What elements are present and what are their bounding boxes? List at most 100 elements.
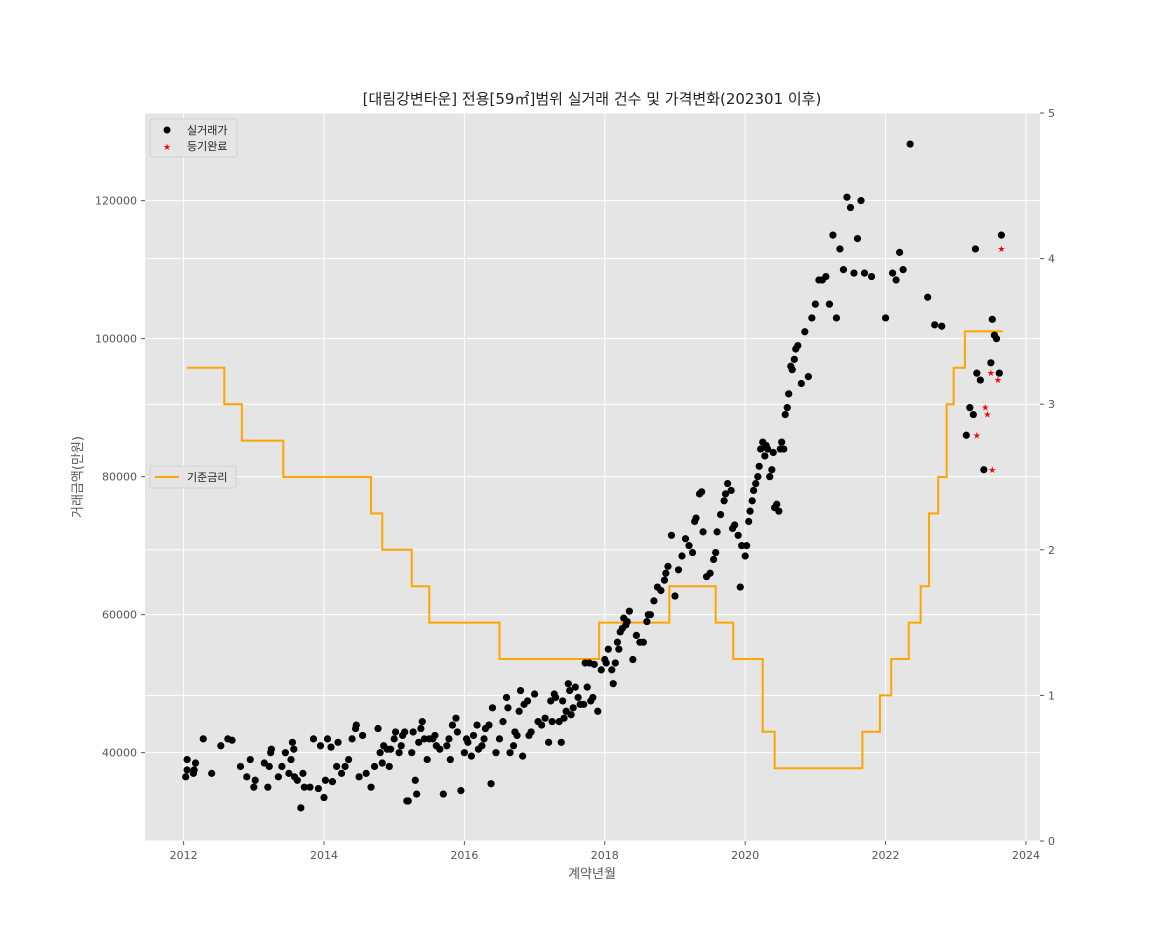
trade-point [754,473,762,481]
trade-point [896,248,904,256]
trade-point [846,203,855,212]
trade-point [692,514,700,522]
y2-tick-label: 1 [1048,689,1055,702]
trade-point [790,355,798,363]
y-tick-label: 100000 [95,333,137,346]
trade-point [557,738,565,746]
trade-point [736,583,744,591]
registered-points: ★★★★★★★ [973,245,1006,476]
trade-point [320,793,328,802]
trade-point [804,372,812,381]
registered-point: ★ [981,404,989,414]
trade-point [267,745,275,753]
trade-point [299,769,307,777]
trade-point [378,759,386,767]
trade-point [265,762,273,771]
trade-point [769,448,777,457]
trade-point [613,638,622,646]
rate-line [187,330,1003,770]
trade-point [768,466,776,474]
trade-point [448,721,457,729]
trade-point [504,704,512,712]
trade-point [297,804,305,812]
trade-point [860,269,869,277]
trade-point [788,366,796,374]
trade-point [502,693,511,702]
trade-point [344,755,353,764]
registered-point: ★ [988,466,996,476]
trade-point [632,631,640,639]
trade-point [667,531,676,539]
trade-point [457,787,465,795]
trade-point [720,497,728,505]
trade-point [662,569,670,577]
data-points [182,140,1005,812]
trade-point [671,592,679,600]
trade-point [527,728,535,736]
trade-point [352,721,360,729]
trade-point [251,776,259,784]
trade-point [867,272,876,281]
trade-point [560,714,568,722]
trade-point [625,607,633,615]
trade-point [516,686,525,695]
trade-point [808,314,816,322]
trade-point [328,778,337,786]
x-tick-label: 2014 [310,849,338,862]
trade-point [300,783,308,791]
trade-point [362,769,370,777]
trade-point [731,521,739,529]
trade-point [199,735,207,743]
trade-point [523,697,532,705]
trade-point [971,245,980,253]
trade-point [243,773,251,781]
trade-point [341,762,349,771]
trade-point [734,531,742,539]
trade-point [278,762,286,771]
registered-point: ★ [983,411,991,421]
trade-point [359,731,367,740]
trade-point [778,438,786,446]
trade-point [290,745,298,753]
trade-point [314,784,322,793]
trade-point [766,473,774,481]
registered-point: ★ [997,245,1005,255]
trade-point [781,410,789,419]
trade-point [515,707,523,715]
trade-point [604,645,612,653]
trade-point [409,728,417,736]
x-tick-label: 2020 [731,849,759,862]
trade-point [574,693,582,702]
trade-point [850,269,858,277]
trade-point [843,193,851,201]
trade-point [881,314,890,322]
trade-point [293,776,301,784]
trade-point [390,735,398,743]
trade-point [685,542,693,550]
trade-point [829,231,837,239]
trade-point [569,704,577,712]
trade-point [334,738,342,746]
trade-point [899,266,907,274]
trade-point [190,766,198,774]
trade-point [513,731,521,740]
trade-point [436,745,444,753]
trade-point [316,742,325,750]
trade-point [411,776,419,784]
trade-point [499,718,507,726]
trade-point [264,783,272,791]
trade-point [327,743,335,751]
trade-point [836,245,844,253]
trade-point [764,445,772,453]
trade-point [997,231,1005,239]
y-tick-label: 80000 [102,471,137,484]
right-axis-ticks: 0 1 2 3 4 5 [1040,107,1055,848]
trade-point [962,431,970,439]
trade-point [721,490,730,498]
trade-point [822,272,830,281]
y2-tick-label: 4 [1048,253,1055,266]
trade-point [580,700,588,708]
trade-point [250,783,258,791]
trade-point [892,276,900,284]
trade-point [228,736,236,744]
